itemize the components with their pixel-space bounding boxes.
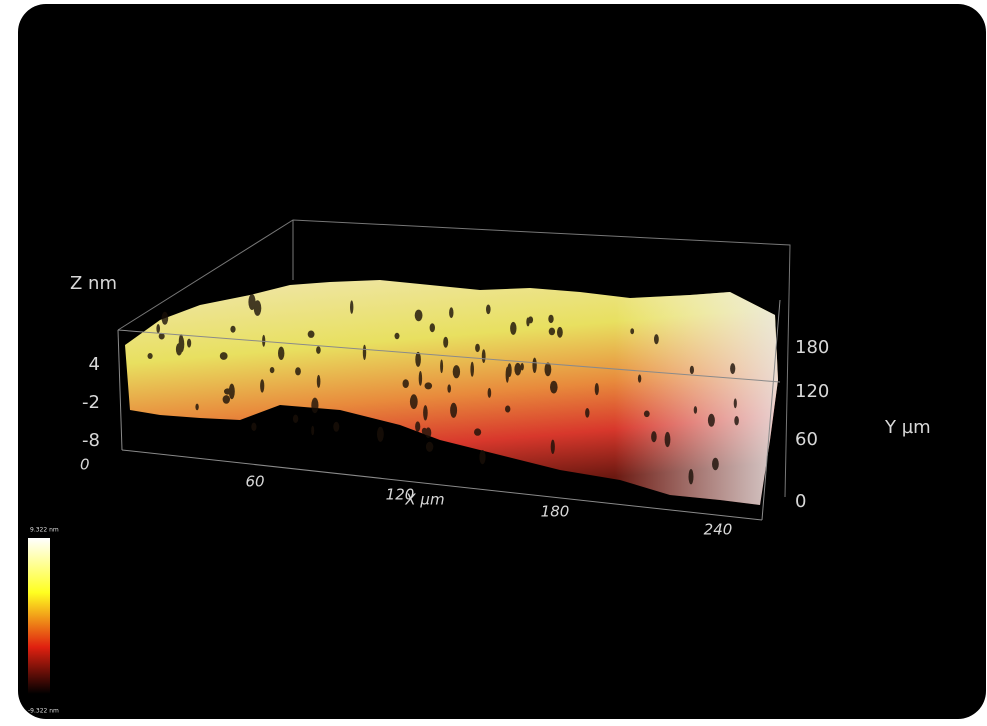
- pit: [415, 310, 423, 322]
- pit: [395, 333, 400, 339]
- pit: [505, 406, 510, 413]
- pit: [179, 334, 184, 350]
- pit: [377, 427, 384, 442]
- pit: [690, 366, 694, 374]
- pit: [423, 405, 428, 420]
- pit: [426, 442, 433, 452]
- y-tick: 0: [795, 491, 806, 512]
- pit: [270, 367, 275, 373]
- pit: [510, 322, 516, 335]
- pit: [665, 432, 671, 447]
- pit: [532, 358, 536, 373]
- pit: [488, 388, 492, 398]
- pit: [730, 363, 735, 374]
- pit: [482, 349, 486, 363]
- pit: [415, 421, 420, 431]
- pit: [595, 383, 599, 395]
- pit: [630, 328, 634, 334]
- colorbar: [28, 538, 50, 694]
- page: Z nm 4 -2 -8 0 60 120 X µm 180 240 180 1…: [0, 0, 987, 722]
- x-tick: 0: [80, 456, 90, 474]
- pit: [551, 440, 555, 454]
- pit: [333, 422, 339, 432]
- pit: [549, 328, 555, 336]
- pit: [410, 394, 418, 409]
- x-tick: 240: [704, 521, 733, 539]
- pit: [295, 367, 301, 375]
- pit: [223, 395, 230, 404]
- pit: [440, 360, 443, 374]
- pit: [430, 323, 435, 332]
- pit: [350, 300, 353, 313]
- pit: [308, 331, 315, 338]
- y-axis-label: Y µm: [884, 417, 931, 438]
- colorbar-min: -9.322 nm: [28, 708, 59, 715]
- pit: [450, 403, 457, 418]
- pit: [453, 365, 460, 378]
- z-tick: 4: [89, 354, 100, 375]
- pit: [734, 398, 737, 408]
- pit: [689, 469, 694, 484]
- pit: [187, 339, 191, 348]
- pit: [708, 414, 715, 427]
- y-tick: 180: [795, 337, 829, 358]
- pit: [651, 431, 657, 442]
- pit: [220, 352, 228, 360]
- pit: [514, 363, 521, 376]
- z-tick: -2: [82, 392, 100, 413]
- pit: [422, 428, 427, 435]
- y-tick: 60: [795, 429, 818, 450]
- pit: [548, 315, 553, 323]
- pit: [545, 363, 552, 377]
- pit: [162, 312, 169, 325]
- pit: [262, 335, 265, 347]
- pit: [148, 353, 153, 359]
- pit: [278, 347, 284, 360]
- pit: [311, 398, 318, 414]
- pit: [260, 379, 264, 392]
- pit: [363, 345, 366, 360]
- pit: [470, 362, 474, 377]
- pit: [293, 415, 298, 423]
- pit: [486, 305, 491, 315]
- z-axis-label: Z nm: [70, 273, 117, 294]
- pit: [506, 367, 509, 383]
- pit: [557, 327, 563, 338]
- viewer: Z nm 4 -2 -8 0 60 120 X µm 180 240 180 1…: [0, 0, 987, 722]
- pit: [195, 404, 198, 411]
- pit: [419, 371, 422, 386]
- pit: [644, 411, 650, 418]
- pit: [425, 382, 433, 389]
- pit: [316, 346, 321, 354]
- pit: [694, 406, 697, 414]
- x-tick: 60: [245, 473, 264, 491]
- pit: [521, 363, 524, 370]
- pit: [550, 381, 558, 394]
- colorbar-max: 9.322 nm: [30, 527, 59, 534]
- pit: [403, 379, 409, 388]
- x-axis-label: X µm: [404, 491, 444, 509]
- pit: [474, 428, 481, 435]
- pit: [585, 408, 589, 418]
- pit: [479, 450, 485, 464]
- pit: [712, 458, 719, 470]
- pit: [317, 375, 321, 388]
- pit: [526, 317, 529, 326]
- pit: [311, 426, 314, 436]
- pit: [734, 416, 739, 425]
- y-tick: 120: [795, 381, 829, 402]
- pit: [156, 324, 160, 333]
- z-tick: -8: [82, 430, 100, 451]
- pit: [229, 384, 235, 400]
- pit: [449, 307, 453, 318]
- pit: [654, 334, 659, 344]
- pit: [447, 384, 451, 392]
- pit: [230, 326, 235, 333]
- pit: [475, 344, 480, 352]
- x-tick: 180: [541, 503, 570, 521]
- pit: [638, 375, 641, 383]
- pit: [251, 423, 256, 431]
- pit: [248, 294, 255, 310]
- pit: [443, 337, 448, 348]
